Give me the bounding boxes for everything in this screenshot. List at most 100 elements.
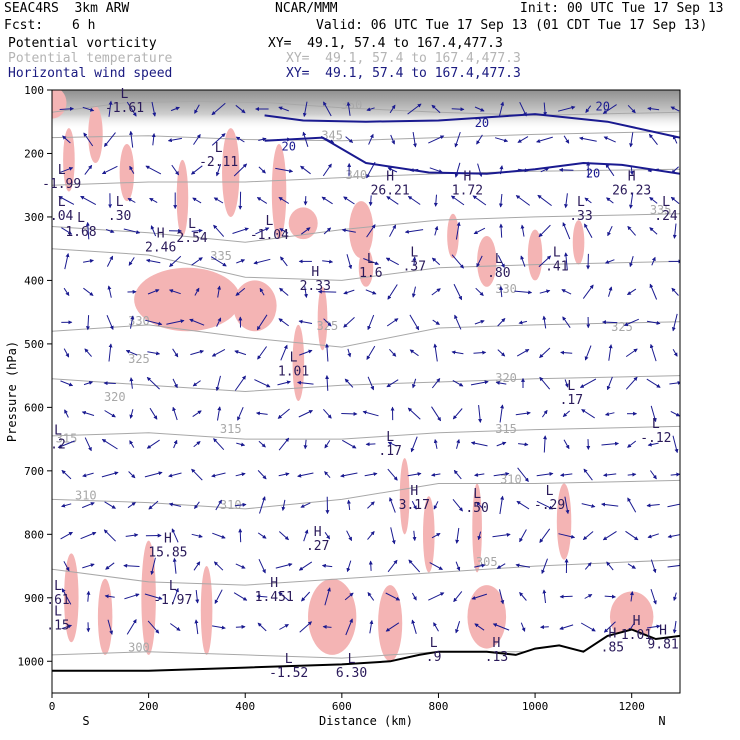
wind-vector-arrow [432,319,440,325]
pv-fill-region [477,235,497,287]
wind-vector-arrow [173,439,178,449]
wind-vector-arrow [563,135,570,144]
init-time: Init: 00 UTC Tue 17 Sep 13 [520,1,724,16]
wind-vector-arrow [410,436,418,453]
wind-vector-arrow [216,317,222,327]
extremum-type-label: L [285,652,293,667]
wind-vector-arrow [191,468,203,481]
wind-vector-arrow [105,562,115,570]
wind-vector-arrow [455,527,460,544]
wind-vector-arrow [233,592,248,601]
wind-vector-arrow [646,320,661,325]
pv-fill-region [97,578,113,655]
wind-vector-arrow [667,502,680,508]
theta-contour-line [52,321,680,348]
wind-vector-arrow [343,317,355,328]
wind-vector-arrow [64,253,70,270]
wind-vector-arrow [126,101,137,117]
wind-vector-arrow [322,259,334,264]
theta-contour-label: 345 [321,129,343,143]
wind-vector-arrow [519,101,527,117]
wind-vector-arrow [520,255,526,267]
wind-vector-arrow [58,196,75,205]
extremum-type-label: L [473,487,481,502]
wind-vector-arrow [277,380,291,386]
wind-vector-arrow [257,622,267,632]
extremum-value-label: .37 [403,260,426,275]
wind-vector-arrow [452,408,463,420]
wind-vector-arrow [514,290,533,295]
wind-vector-arrow [604,259,615,264]
wind-vector-arrow [341,228,356,233]
wind-vector-arrow [540,167,550,173]
wind-vector-arrow [192,197,202,204]
wind-vector-arrow [298,410,314,418]
wind-vector-arrow [151,101,157,117]
extremum-value-label: -.12 [640,431,671,446]
wind-vector-arrow [454,314,462,330]
pv-fill-region [222,128,240,217]
wind-vector-arrow [299,349,313,356]
wind-vector-arrow [194,287,200,296]
wind-vector-arrow [256,314,268,331]
wind-vector-arrow [367,501,375,509]
south-end-label: S [82,714,89,728]
wind-vector-arrow [387,167,398,173]
wind-vector-arrow [325,343,330,362]
wind-vector-arrow [581,409,595,419]
theta-contour-label: 350 [341,98,363,112]
wind-vector-arrow [647,533,659,539]
wind-contour-label: 20 [475,116,489,130]
pv-fill-region [271,143,287,240]
wind-vector-arrow [471,593,488,600]
wind-vector-arrow [625,376,638,390]
legend-pv-name: Potential vorticity [8,36,157,51]
wind-vector-arrow [60,531,73,540]
wind-vector-arrow [579,378,597,388]
wind-vector-arrow [300,502,311,508]
wind-vector-arrow [623,318,640,326]
wind-vector-arrow [499,285,504,298]
wind-vector-arrow [83,287,94,296]
pv-fill-region [134,267,241,332]
wind-vector-arrow [520,224,525,237]
wind-vector-arrow [564,496,570,515]
wind-vector-arrow [601,320,618,325]
wind-vector-arrow [170,623,181,631]
theta-contour-label: 325 [128,352,150,366]
wind-vector-arrow [472,195,487,206]
wind-vector-arrow [195,590,200,604]
wind-vector-arrow [194,619,199,635]
wind-vector-arrow [499,495,505,515]
wind-vector-arrow [516,348,530,357]
theta-contour-line [52,559,680,586]
wind-vector-arrow [101,471,119,478]
y-tick-label: 500 [24,338,44,351]
wind-vector-arrow [302,131,309,147]
wind-vector-arrow [62,135,71,144]
pv-fill-region [609,591,654,643]
extremum-value-label: 1.01 [278,364,309,379]
extremum-value-label: 2.54 [176,231,207,246]
pv-fill-region [527,229,543,281]
wind-vector-arrow [211,472,226,478]
wind-vector-arrow [145,165,162,175]
wind-vector-arrow [584,594,593,599]
wind-vector-arrow [606,376,613,391]
wind-vector-arrow [431,257,441,266]
wind-vector-arrow [603,136,616,143]
wind-vector-arrow [346,254,353,270]
wind-vector-arrow [107,285,112,298]
extremum-value-label: .41 [545,260,568,275]
wind-vector-arrow [407,195,421,205]
wind-vector-arrow [431,104,441,114]
extremum-value-label: 6.30 [336,666,367,681]
wind-vector-arrow [536,136,553,143]
extremum-type-label: H [314,525,322,540]
wind-vector-arrow [499,165,504,175]
wind-vector-arrow [559,594,573,599]
wind-vector-arrow [279,287,289,296]
extremum-type-label: L [58,195,66,210]
wind-vector-arrow [365,442,376,447]
wind-vector-arrow [167,137,182,143]
